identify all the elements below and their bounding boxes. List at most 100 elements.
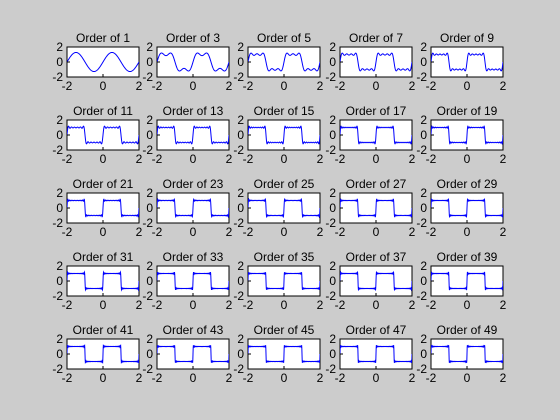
- x-tick-label: 2: [500, 371, 507, 385]
- y-tick-label: 2: [56, 259, 63, 273]
- x-tick-label: -2: [243, 371, 254, 385]
- x-tick-label: 0: [373, 371, 380, 385]
- series-line: [340, 270, 412, 292]
- x-tick-label: 0: [281, 371, 288, 385]
- subplot: Order of 15-2 0 2-202: [233, 104, 323, 166]
- x-tick-label: 2: [317, 225, 324, 239]
- y-tick-label: 0: [146, 128, 153, 142]
- series-line: [431, 125, 503, 145]
- series-line: [340, 125, 412, 145]
- x-tick-label: 0: [281, 79, 288, 93]
- y-tick-label: 0: [420, 128, 427, 142]
- y-tick-label: -2: [142, 216, 153, 230]
- x-tick-label: 0: [100, 298, 107, 312]
- subplot: Order of 37-2 0 2-202: [325, 250, 415, 312]
- y-tick-label: 0: [237, 201, 244, 215]
- x-tick-label: 0: [464, 152, 471, 166]
- x-tick-label: 0: [100, 225, 107, 239]
- x-tick-label: 2: [409, 298, 416, 312]
- y-tick-label: 0: [420, 55, 427, 69]
- x-tick-label: -2: [152, 79, 163, 93]
- series-line: [431, 271, 503, 291]
- y-tick-label: 0: [237, 128, 244, 142]
- y-tick-label: 2: [56, 40, 63, 54]
- y-tick-label: -2: [416, 143, 427, 157]
- y-tick-label: 0: [56, 55, 63, 69]
- x-tick-label: -2: [152, 152, 163, 166]
- series-line: [431, 52, 503, 72]
- y-tick-label: 2: [329, 186, 336, 200]
- subplot-title: Order of 9: [440, 31, 494, 45]
- y-tick-label: -2: [325, 143, 336, 157]
- y-tick-label: 2: [237, 259, 244, 273]
- x-tick-label: 0: [100, 79, 107, 93]
- series-line: [248, 345, 320, 363]
- y-tick-label: -2: [233, 362, 244, 376]
- x-tick-label: -2: [426, 371, 437, 385]
- x-tick-label: 0: [373, 225, 380, 239]
- series-line: [67, 125, 139, 145]
- x-tick-label: -2: [335, 371, 346, 385]
- subplot: Order of 43-2 0 2-202: [142, 323, 232, 385]
- subplot-title: Order of 15: [254, 104, 315, 118]
- subplot: Order of 9-2 0 2-202: [416, 31, 506, 93]
- x-tick-label: 0: [373, 152, 380, 166]
- series-line: [157, 198, 229, 218]
- y-tick-label: 0: [146, 274, 153, 288]
- subplot: Order of 23-2 0 2-202: [142, 177, 232, 239]
- subplot-title: Order of 31: [73, 250, 134, 264]
- x-tick-label: -2: [335, 298, 346, 312]
- y-tick-label: -2: [142, 143, 153, 157]
- y-tick-label: 0: [329, 201, 336, 215]
- y-tick-label: -2: [416, 216, 427, 230]
- y-tick-label: 0: [237, 274, 244, 288]
- subplot: Order of 1-2 0 2-202: [52, 31, 142, 93]
- subplot: Order of 13-2 0 2-202: [142, 104, 232, 166]
- x-tick-label: 0: [190, 371, 197, 385]
- y-tick-label: 2: [56, 332, 63, 346]
- series-line: [157, 272, 229, 290]
- x-tick-label: 2: [409, 152, 416, 166]
- subplot: Order of 19-2 0 2-202: [416, 104, 506, 166]
- subplot: Order of 47-2 0 2-202: [325, 323, 415, 385]
- x-tick-label: -2: [152, 371, 163, 385]
- x-tick-label: 0: [281, 298, 288, 312]
- subplot-title: Order of 29: [437, 177, 498, 191]
- x-tick-label: 0: [100, 371, 107, 385]
- y-tick-label: 2: [146, 40, 153, 54]
- y-tick-label: 2: [420, 259, 427, 273]
- y-tick-label: -2: [416, 289, 427, 303]
- y-tick-label: 2: [56, 113, 63, 127]
- subplot: Order of 17-2 0 2-202: [325, 104, 415, 166]
- subplot-title: Order of 27: [346, 177, 407, 191]
- x-tick-label: 2: [226, 225, 233, 239]
- subplot: Order of 33-2 0 2-202: [142, 250, 232, 312]
- series-line: [157, 52, 229, 72]
- y-tick-label: 2: [237, 40, 244, 54]
- subplot-title: Order of 13: [163, 104, 224, 118]
- x-tick-label: 2: [409, 225, 416, 239]
- x-tick-label: 2: [500, 79, 507, 93]
- subplot-title: Order of 3: [166, 31, 220, 45]
- x-tick-label: 2: [500, 225, 507, 239]
- x-tick-label: 0: [464, 225, 471, 239]
- subplot-title: Order of 37: [346, 250, 407, 264]
- y-tick-label: -2: [52, 289, 63, 303]
- x-tick-label: 2: [409, 371, 416, 385]
- x-tick-label: 2: [136, 152, 143, 166]
- y-tick-label: 2: [146, 259, 153, 273]
- series-line: [157, 125, 229, 145]
- x-tick-label: -2: [62, 371, 73, 385]
- x-tick-label: 2: [136, 298, 143, 312]
- series-line: [248, 272, 320, 290]
- y-tick-label: 2: [56, 186, 63, 200]
- y-tick-label: 2: [329, 113, 336, 127]
- y-tick-label: 2: [237, 186, 244, 200]
- subplot-title: Order of 35: [254, 250, 315, 264]
- subplot: Order of 35-2 0 2-202: [233, 250, 323, 312]
- subplot: Order of 5-2 0 2-202: [233, 31, 323, 93]
- x-tick-label: 0: [190, 152, 197, 166]
- y-tick-label: 0: [146, 55, 153, 69]
- y-tick-label: 0: [329, 274, 336, 288]
